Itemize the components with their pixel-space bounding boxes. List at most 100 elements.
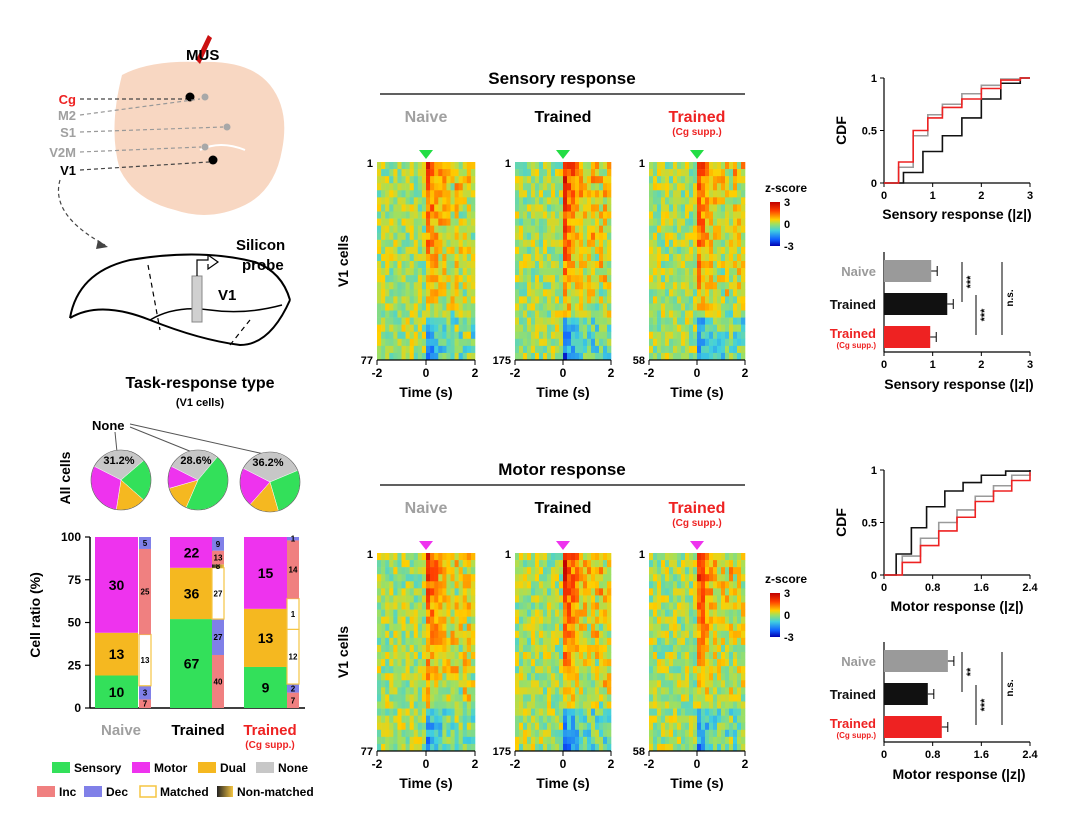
side-value: 1	[291, 535, 296, 544]
heatmap-xtick: 0	[423, 757, 430, 771]
pie-none-percent: 31.2%	[103, 455, 134, 467]
legend-matched: Matched	[160, 785, 209, 799]
colorbar-tick: 0	[784, 610, 790, 622]
stack-segment	[170, 537, 213, 568]
side-segment	[139, 537, 151, 549]
side-segment	[211, 567, 225, 620]
bar-category-sub: (Cg supp.)	[836, 341, 876, 350]
heatmap-n-cells: 58	[633, 746, 645, 758]
side-value: 3	[143, 689, 148, 698]
cdf-ylabel: CDF	[833, 508, 849, 537]
mean-bar	[884, 650, 948, 672]
heatmap-panel-label: Trained	[535, 109, 592, 126]
heatmap-xtick: 0	[560, 366, 567, 380]
side-value: 40	[214, 677, 223, 686]
stack-segment	[170, 619, 213, 708]
colorbar	[770, 593, 780, 637]
side-segment	[139, 548, 151, 635]
colorbar-tick: 0	[784, 219, 790, 231]
cdf-xtick: 2	[978, 190, 984, 202]
event-marker	[690, 150, 704, 159]
colorbar-label: z-score	[765, 572, 807, 586]
pie-1: 28.6%	[167, 449, 229, 511]
cdf-xtick: 0	[881, 582, 887, 594]
heatmap-panel-label: Naive	[405, 500, 448, 517]
colorbar-tick: 3	[784, 197, 790, 209]
sagittal-outline	[69, 253, 291, 319]
brain-diagram: MUS Cg M2 S1 V2M V1 Silicon probe V1	[49, 35, 291, 347]
heatmap-xlabel: Time (s)	[670, 775, 723, 791]
side-value: 13	[214, 554, 223, 563]
event-marker	[419, 150, 433, 159]
sig-label: ***	[979, 308, 991, 322]
region-cg: Cg	[59, 92, 76, 107]
side-bar-0: 7 3 13 25 5	[138, 537, 152, 709]
group-label-trained: Trained	[171, 722, 224, 739]
side-segment	[212, 564, 224, 568]
motor-heatmaps: Motor response Naive -2 0 2 Time (s) 1 77 Traine…	[335, 460, 807, 791]
sensory-heatmaps: Sensory response Naive -2 0 2 Time (s) 1 77 Trai…	[335, 69, 807, 400]
heatmap-xlabel: Time (s)	[399, 775, 452, 791]
mean-bar	[884, 293, 948, 315]
side-segment	[287, 692, 299, 708]
heatmap-panel-sublabel: (Cg supp.)	[672, 518, 721, 529]
stack-bar-2: 9 13 15	[244, 537, 287, 708]
heatmap-xtick: 0	[560, 757, 567, 771]
region-v1: V1	[60, 163, 76, 178]
heatmap-xtick: -2	[644, 366, 655, 380]
stack-segment	[95, 632, 138, 676]
heatmap-n-cells: 77	[361, 355, 373, 367]
heatmap-first-row: 1	[505, 549, 511, 561]
heatmap-panel-label: Naive	[405, 109, 448, 126]
heatmap-ylabel: V1 cells	[335, 235, 351, 287]
cdf-line	[884, 77, 1030, 184]
bar-xtick: 0	[881, 359, 887, 371]
heatmap-n-cells: 175	[493, 746, 511, 758]
ytick: 25	[68, 658, 82, 672]
cdf-ytick: 1	[871, 73, 877, 85]
colorbar-tick: 3	[784, 588, 790, 600]
side-segment	[287, 537, 299, 541]
bar-category: Trained	[830, 326, 876, 341]
event-marker	[556, 541, 570, 550]
cdf-xlabel: Sensory response (|z|)	[882, 206, 1031, 222]
mean-bar	[884, 716, 942, 738]
cdf-xtick: 1	[930, 190, 936, 202]
stack-value: 22	[184, 544, 200, 560]
cdf-line	[884, 77, 1030, 184]
colorbar	[770, 202, 780, 246]
none-label: None	[92, 418, 125, 433]
stack-value: 15	[258, 565, 274, 581]
heatmap-n-cells: 175	[493, 355, 511, 367]
side-value: 27	[214, 633, 223, 642]
heatmap-xlabel: Time (s)	[670, 384, 723, 400]
side-value: 12	[289, 653, 298, 662]
heatmap-panel-sublabel: (Cg supp.)	[672, 127, 721, 138]
stack-value: 13	[258, 630, 274, 646]
heatmap-cells	[515, 162, 612, 361]
heatmap-panel-label: Trained	[669, 109, 726, 126]
stack-value: 30	[109, 577, 125, 593]
bar-category: Trained	[830, 716, 876, 731]
group-label-naive: Naive	[101, 722, 141, 739]
ytick: 50	[68, 616, 82, 630]
colorbar-tick: -3	[784, 241, 794, 253]
m2-dot	[201, 93, 209, 101]
heatmap-first-row: 1	[639, 549, 645, 561]
pie-charts: 31.2% 28.6% 36.2%	[90, 449, 301, 513]
side-segment	[287, 540, 299, 599]
legend-none: None	[278, 761, 308, 775]
legend-dual: Dual	[220, 761, 246, 775]
heatmap-xtick: 2	[608, 757, 615, 771]
cdf-xtick: 0	[881, 190, 887, 202]
brain-outline	[114, 61, 285, 215]
mean-bar	[884, 260, 932, 282]
heatmap-panel-label: Trained	[669, 500, 726, 517]
side-value: 27	[214, 589, 223, 598]
side-segment	[212, 550, 224, 565]
heatmap-first-row: 1	[367, 158, 373, 170]
heatmap-xtick: 2	[472, 366, 479, 380]
mean-bar	[884, 683, 928, 705]
pie-none-percent: 36.2%	[252, 457, 283, 469]
cdf-xtick: 2.4	[1022, 582, 1038, 594]
